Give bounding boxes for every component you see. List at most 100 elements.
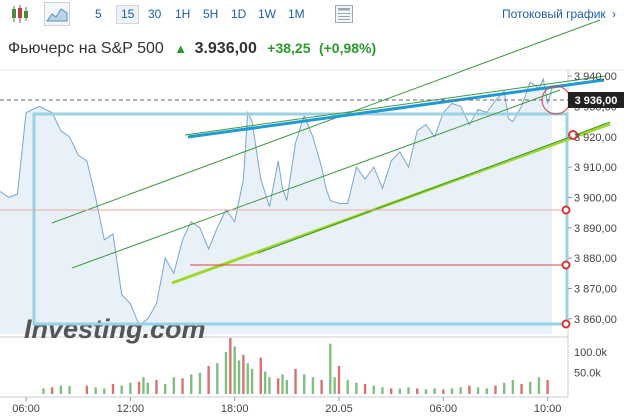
volume-bar: [198, 372, 202, 394]
blue-trend-line[interactable]: [187, 78, 605, 139]
volume-bar: [416, 388, 419, 394]
timeframe-30[interactable]: 30: [148, 7, 162, 21]
time-axis: 06:00 12:00 18:00 20.05 06:00 10:00: [12, 397, 561, 415]
volume-bar: [163, 383, 167, 394]
green-support-line[interactable]: [257, 121, 611, 254]
green-channel-upper[interactable]: [51, 19, 601, 224]
volume-bar: [546, 380, 549, 394]
volume-bar: [172, 377, 176, 394]
volume-bar: [459, 387, 462, 394]
volume-bar: [450, 388, 454, 394]
volume-bar: [320, 380, 323, 394]
streaming-chart-link[interactable]: Потоковый график ›: [502, 7, 616, 21]
anchor-handle[interactable]: [561, 319, 571, 329]
chevron-right-icon: ›: [612, 7, 616, 21]
volume-bar: [363, 383, 367, 394]
volume-bar: [103, 388, 106, 394]
time-tick-label: 20.05: [325, 403, 353, 415]
anchor-handle[interactable]: [561, 205, 571, 215]
volume-bar: [50, 387, 54, 394]
volume-bar: [224, 352, 228, 394]
timeframe-1m[interactable]: 1M: [288, 7, 305, 21]
volume-bar: [337, 366, 341, 394]
price-tick-label: 3 880,00: [574, 253, 617, 265]
volume-bar: [333, 377, 336, 394]
volume-bar: [237, 360, 241, 394]
timeframe-1d[interactable]: 1D: [231, 7, 247, 21]
price-tick-label: 3 870,00: [574, 283, 617, 295]
current-price-badge: 3 936,00: [568, 92, 624, 108]
volume-bar: [511, 380, 515, 394]
volume-bar: [537, 377, 541, 394]
volume-tick-label: 100.0k: [574, 347, 608, 359]
green-channel-inner[interactable]: [184, 75, 606, 136]
volume-bar: [424, 389, 428, 394]
timeframe-15[interactable]: 15: [116, 5, 140, 24]
volume-bar: [311, 377, 315, 394]
price-tick-label: 3 940,00: [574, 71, 617, 83]
volume-bar: [520, 383, 523, 394]
timeframe-5[interactable]: 5: [95, 7, 102, 21]
streaming-chart-label: Потоковый график: [501, 7, 606, 21]
volume-bar: [398, 388, 402, 394]
instrument-change-pct: (+0,98%): [318, 40, 377, 56]
price-area-fill: [0, 79, 552, 334]
volume-bar: [85, 385, 89, 394]
watermark-logo: Investing.com: [24, 314, 206, 344]
volume-bar: [276, 378, 280, 394]
table-view-icon[interactable]: [334, 4, 354, 29]
volume-bar: [285, 380, 289, 394]
time-tick-label: 10:00: [534, 403, 562, 415]
volume-bar: [246, 363, 249, 394]
volume-bar: [485, 388, 488, 394]
volume-bar: [468, 385, 471, 394]
volume-axis: 100.0k 50.0k: [574, 347, 608, 380]
volume-bar: [303, 374, 306, 394]
volume-bar: [372, 385, 375, 394]
volume-bar: [207, 366, 210, 394]
volume-bar: [259, 357, 262, 394]
instrument-change: +38,25: [267, 40, 311, 56]
volume-bar: [42, 388, 45, 394]
volume-bar: [250, 368, 254, 394]
volume-bar: [146, 382, 149, 394]
area-chart-icon[interactable]: [44, 2, 70, 31]
price-tick-label: 3 900,00: [574, 192, 617, 204]
volume-bar: [120, 385, 123, 394]
volume-bar: [137, 381, 141, 394]
watermark-text: Investing.com: [24, 314, 206, 344]
volume-bar: [181, 378, 184, 394]
timeframe-5h[interactable]: 5H: [203, 7, 219, 21]
volume-bar: [329, 343, 332, 394]
volume-bar: [233, 346, 236, 394]
volume-bar: [142, 377, 145, 394]
volume-bar: [494, 385, 497, 394]
timeframe-1h[interactable]: 1H: [175, 7, 191, 21]
price-tick-label: 3 920,00: [574, 132, 617, 144]
anchor-handle[interactable]: [561, 260, 571, 270]
timeframe-1w[interactable]: 1W: [258, 7, 276, 21]
time-tick-label: 06:00: [12, 403, 40, 415]
volume-bar: [216, 363, 219, 394]
volume-tick-label: 50.0k: [574, 368, 601, 380]
time-tick-label: 06:00: [430, 403, 458, 415]
candlestick-icon[interactable]: [8, 3, 30, 30]
volume-bar: [442, 389, 445, 394]
time-tick-label: 12:00: [117, 403, 145, 415]
volume-bar: [263, 371, 267, 394]
volume-bar: [155, 380, 158, 394]
green-channel-middle[interactable]: [71, 89, 561, 269]
volume-bar: [229, 338, 232, 394]
volume-bar: [502, 382, 506, 394]
volume-bar: [355, 382, 358, 394]
volume-bar: [242, 354, 245, 394]
price-axis: 3 940,003 930,003 920,003 910,003 900,00…: [568, 71, 617, 326]
volume-bar: [433, 388, 436, 394]
drawing-annotations[interactable]: [0, 19, 611, 329]
chart-toolbar: 5 15 30 1H 5H 1D 1W 1M Потоковый график …: [0, 0, 624, 30]
volume-bar: [476, 387, 480, 394]
instrument-price: 3.936,00: [194, 40, 257, 57]
time-tick-label: 18:00: [221, 403, 249, 415]
instrument-header: Фьючерс на S&P 500 ▲ 3.936,00 +38,25 (+0…: [8, 40, 376, 58]
